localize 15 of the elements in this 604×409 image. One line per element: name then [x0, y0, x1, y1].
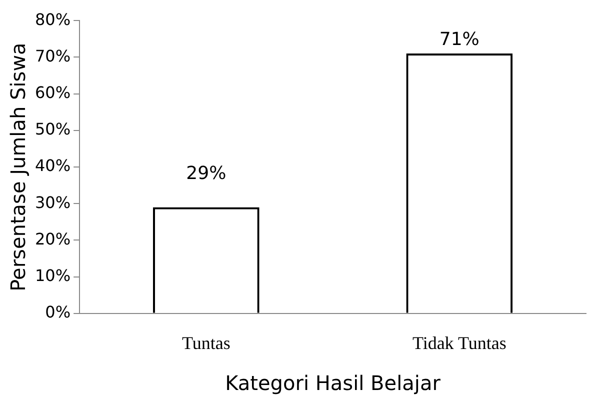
- y-tick-label: 0%: [45, 302, 71, 322]
- y-tick-label: 40%: [35, 156, 71, 176]
- y-tick-label: 80%: [35, 10, 71, 29]
- x-tick-label: Tuntas: [182, 332, 230, 353]
- data-label: 29%: [186, 162, 226, 184]
- x-tick-label: Tidak Tuntas: [412, 332, 506, 353]
- y-axis-title: Persentase Jumlah Siswa: [6, 42, 30, 292]
- y-tick-label: 30%: [35, 192, 71, 212]
- y-tick-label: 10%: [35, 266, 71, 285]
- x-axis-title: Kategori Hasil Belajar: [225, 371, 442, 396]
- y-tick-label: 50%: [35, 120, 71, 139]
- y-tick-label: 70%: [35, 46, 71, 66]
- y-tick-label: 60%: [35, 82, 71, 102]
- data-label: 71%: [439, 29, 480, 50]
- y-tick-label: 20%: [35, 229, 71, 248]
